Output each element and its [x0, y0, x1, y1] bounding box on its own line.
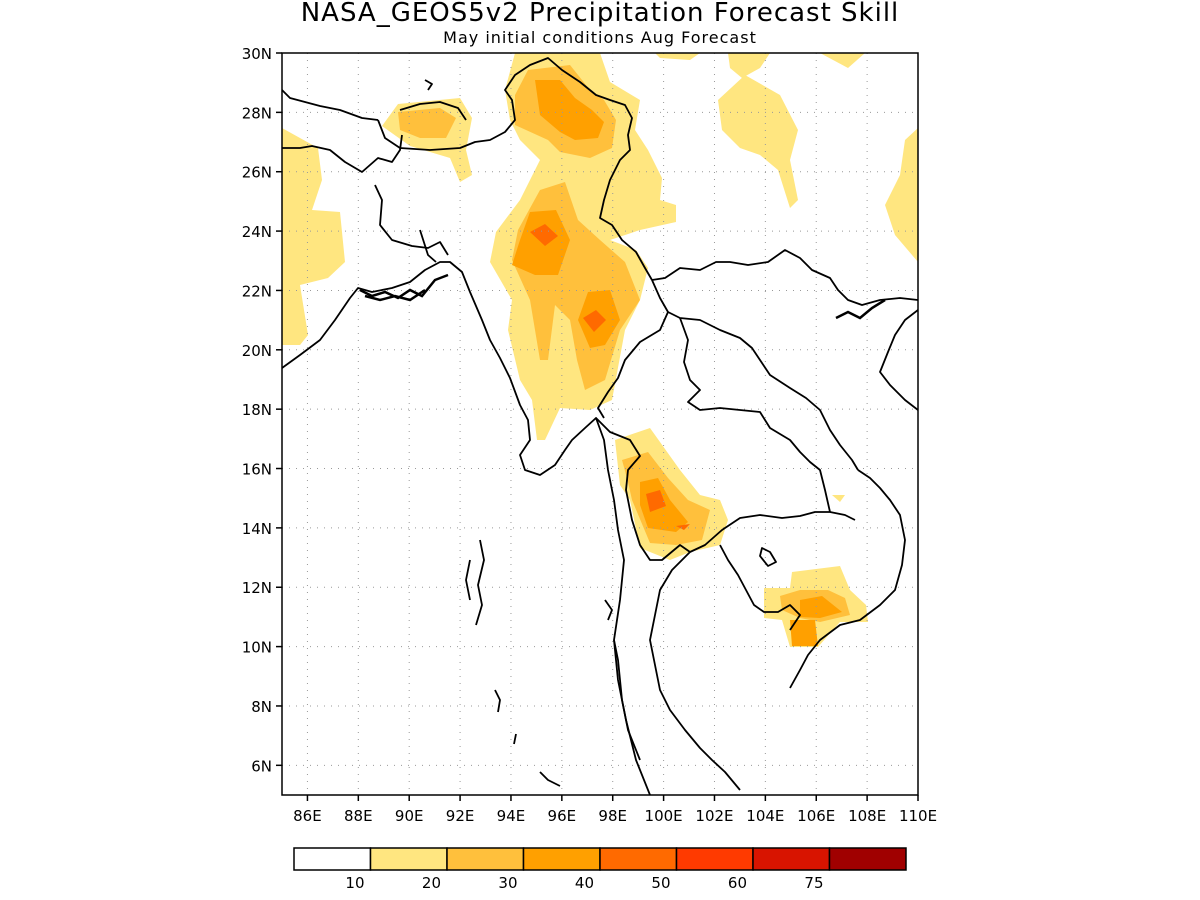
lat-tick-label: 26N — [242, 164, 272, 182]
lon-tick-label: 88E — [344, 807, 373, 825]
lat-tick-label: 8N — [251, 698, 272, 716]
colorbar-swatch — [369, 847, 448, 871]
lat-tick-label: 6N — [251, 757, 272, 775]
colorbar: 10 20 30 40 50 60 75 — [293, 847, 907, 892]
colorbar-swatch — [675, 847, 754, 871]
coastlines — [282, 57, 918, 795]
lon-tick-label: 86E — [293, 807, 322, 825]
chart-title: NASA_GEOS5v2 Precipitation Forecast Skil… — [300, 0, 900, 28]
delta-coastline — [359, 273, 886, 320]
colorbar-label: 50 — [651, 874, 670, 892]
colorbar-label: 75 — [804, 874, 823, 892]
colorbar-label: 20 — [422, 874, 441, 892]
lon-tick-label: 90E — [395, 807, 424, 825]
lon-tick-label: 106E — [797, 807, 835, 825]
lon-tick-label: 96E — [548, 807, 577, 825]
lat-tick-label: 24N — [242, 223, 272, 241]
latitude-axis: 30N 28N 26N 24N 22N 20N 18N 16N 14N 12N 10N 8N 6N — [242, 45, 282, 775]
plot-frame — [281, 52, 919, 796]
lat-tick-label: 12N — [242, 579, 272, 597]
lon-tick-label: 110E — [899, 807, 937, 825]
lon-tick-label: 98E — [598, 807, 627, 825]
colorbar-swatch — [599, 847, 678, 871]
chart-subtitle: May initial conditions Aug Forecast — [443, 28, 757, 47]
longitude-axis: 86E 88E 90E 92E 94E 96E 98E 100E 102E 104E 106E 108… — [293, 795, 937, 825]
lon-tick-label: 100E — [645, 807, 683, 825]
lat-tick-label: 20N — [242, 342, 272, 360]
colorbar-swatch — [522, 847, 601, 871]
colorbar-swatch — [752, 847, 831, 871]
skill-contours — [282, 53, 918, 647]
colorbar-swatch — [828, 847, 907, 871]
lon-tick-label: 104E — [746, 807, 784, 825]
lat-tick-label: 16N — [242, 461, 272, 479]
lon-tick-label: 102E — [695, 807, 733, 825]
lat-tick-label: 10N — [242, 639, 272, 657]
map-gridlines — [282, 52, 919, 795]
lat-tick-label: 30N — [242, 45, 272, 63]
lat-tick-label: 18N — [242, 401, 272, 419]
colorbar-swatch — [446, 847, 525, 871]
lon-tick-label: 108E — [848, 807, 886, 825]
colorbar-label: 40 — [575, 874, 594, 892]
colorbar-label: 30 — [498, 874, 517, 892]
lon-tick-label: 94E — [497, 807, 526, 825]
lon-tick-label: 92E — [446, 807, 475, 825]
lat-tick-label: 28N — [242, 104, 272, 122]
colorbar-label: 60 — [728, 874, 747, 892]
colorbar-swatch — [293, 847, 372, 871]
lat-tick-label: 22N — [242, 282, 272, 300]
colorbar-label: 10 — [345, 874, 364, 892]
lat-tick-label: 14N — [242, 520, 272, 538]
